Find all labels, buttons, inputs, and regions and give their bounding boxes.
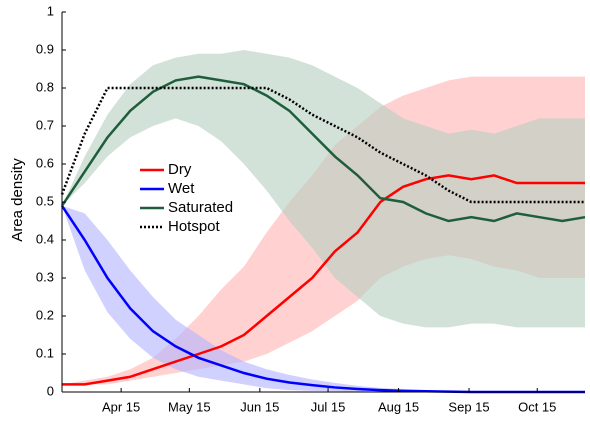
legend-label: Saturated: [168, 199, 233, 216]
y-tick-label: 0.4: [36, 231, 54, 246]
y-axis-label: Area density: [9, 158, 26, 242]
x-tick-label: Oct 15: [518, 399, 556, 414]
y-tick-label: 0.3: [36, 269, 54, 284]
y-tick-label: 0.5: [36, 193, 54, 208]
confidence-band: [62, 50, 585, 328]
x-tick-label: Jul 15: [311, 399, 346, 414]
y-tick-label: 0.2: [36, 307, 54, 322]
x-tick-label: Sep 15: [448, 399, 489, 414]
y-tick-label: 1: [47, 3, 54, 18]
series-line: [60, 86, 585, 204]
y-tick-label: 0.6: [36, 155, 54, 170]
confidence-band: [62, 205, 585, 392]
y-tick-label: 0.9: [36, 41, 54, 56]
x-tick-label: Jun 15: [240, 399, 279, 414]
y-tick-label: 0.8: [36, 79, 54, 94]
y-tick-label: 0: [47, 383, 54, 398]
x-tick-label: Apr 15: [102, 399, 140, 414]
x-tick-label: May 15: [168, 399, 211, 414]
series-line: [62, 174, 585, 386]
legend-label: Hotspot: [168, 218, 221, 235]
legend-label: Dry: [168, 161, 192, 178]
x-tick-label: Aug 15: [378, 399, 419, 414]
y-tick-label: 0.7: [36, 117, 54, 132]
y-tick-label: 0.1: [36, 345, 54, 360]
legend-label: Wet: [168, 180, 195, 197]
series-line: [60, 75, 586, 223]
